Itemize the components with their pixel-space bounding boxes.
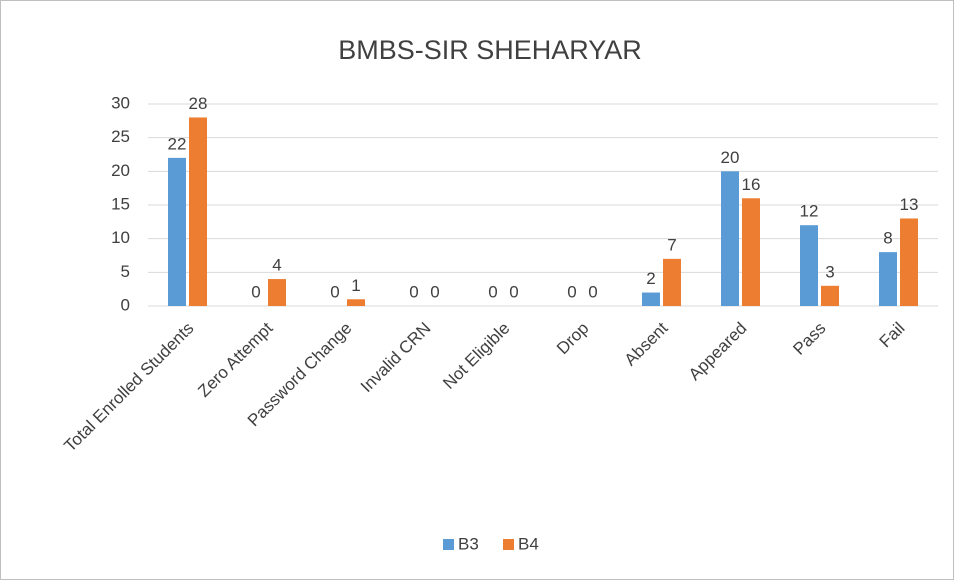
data-label: 4 [272,256,281,275]
data-label: 7 [667,235,676,254]
bar [168,157,186,306]
y-tick-label: 20 [111,161,130,180]
bar [900,218,918,306]
legend-swatch [503,539,514,550]
data-label: 28 [189,94,208,113]
data-label: 3 [825,262,834,281]
legend-label: B3 [458,534,479,553]
y-tick-label: 25 [111,127,130,146]
data-label: 2 [646,269,655,288]
bar [721,171,739,306]
bar [821,285,839,306]
data-label: 0 [588,282,597,301]
data-label: 8 [883,229,892,248]
bar [879,252,897,306]
y-tick-label: 10 [111,228,130,247]
y-tick-label: 30 [111,93,130,112]
data-label: 12 [800,202,819,221]
data-label: 13 [900,195,919,214]
data-label: 16 [742,175,761,194]
data-label: 0 [430,282,439,301]
data-label: 0 [567,282,576,301]
bar [663,258,681,306]
y-tick-label: 15 [111,194,130,213]
data-label: 0 [509,282,518,301]
bar [268,279,286,306]
data-label: 20 [721,148,740,167]
chart-title: BMBS-SIR SHEHARYAR [338,35,642,65]
bar [800,225,818,306]
data-label: 22 [168,134,187,153]
data-label: 0 [330,282,339,301]
data-label: 1 [351,276,360,295]
data-label: 0 [409,282,418,301]
data-label: 0 [251,282,260,301]
bar [347,299,365,306]
y-tick-label: 5 [121,262,130,281]
legend-swatch [443,539,454,550]
bar [742,198,760,306]
bar [189,117,207,306]
legend-label: B4 [518,534,539,553]
data-label: 0 [488,282,497,301]
y-tick-label: 0 [121,295,130,314]
bar [642,292,660,306]
